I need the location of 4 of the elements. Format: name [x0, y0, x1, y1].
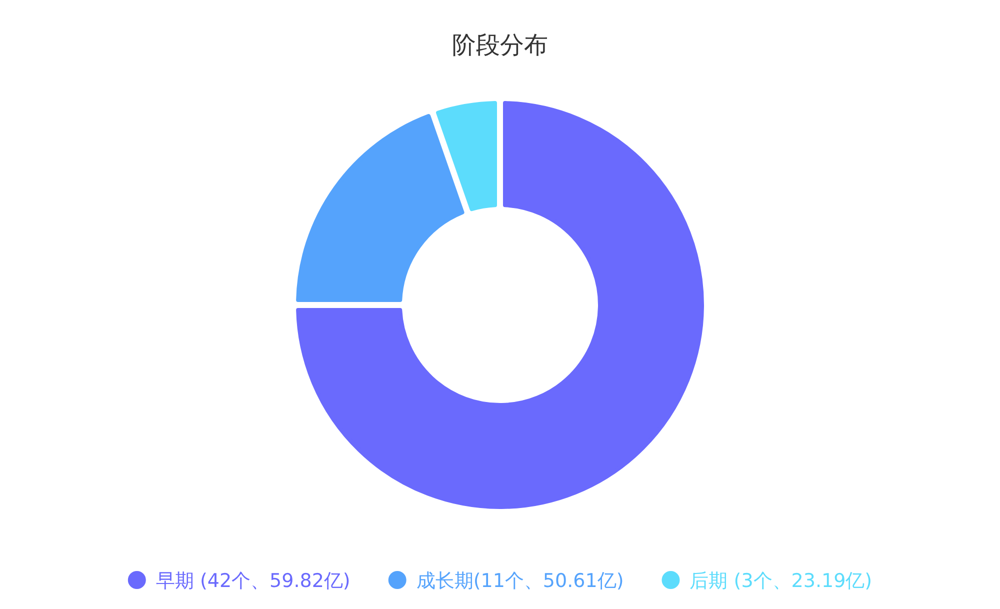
chart-title: 阶段分布 [452, 31, 548, 59]
legend-label: 成长期(11个、50.61亿) [416, 570, 624, 592]
legend-label: 后期 (3个、23.19亿) [690, 570, 872, 592]
legend-label: 早期 (42个、59.82亿) [156, 570, 350, 592]
